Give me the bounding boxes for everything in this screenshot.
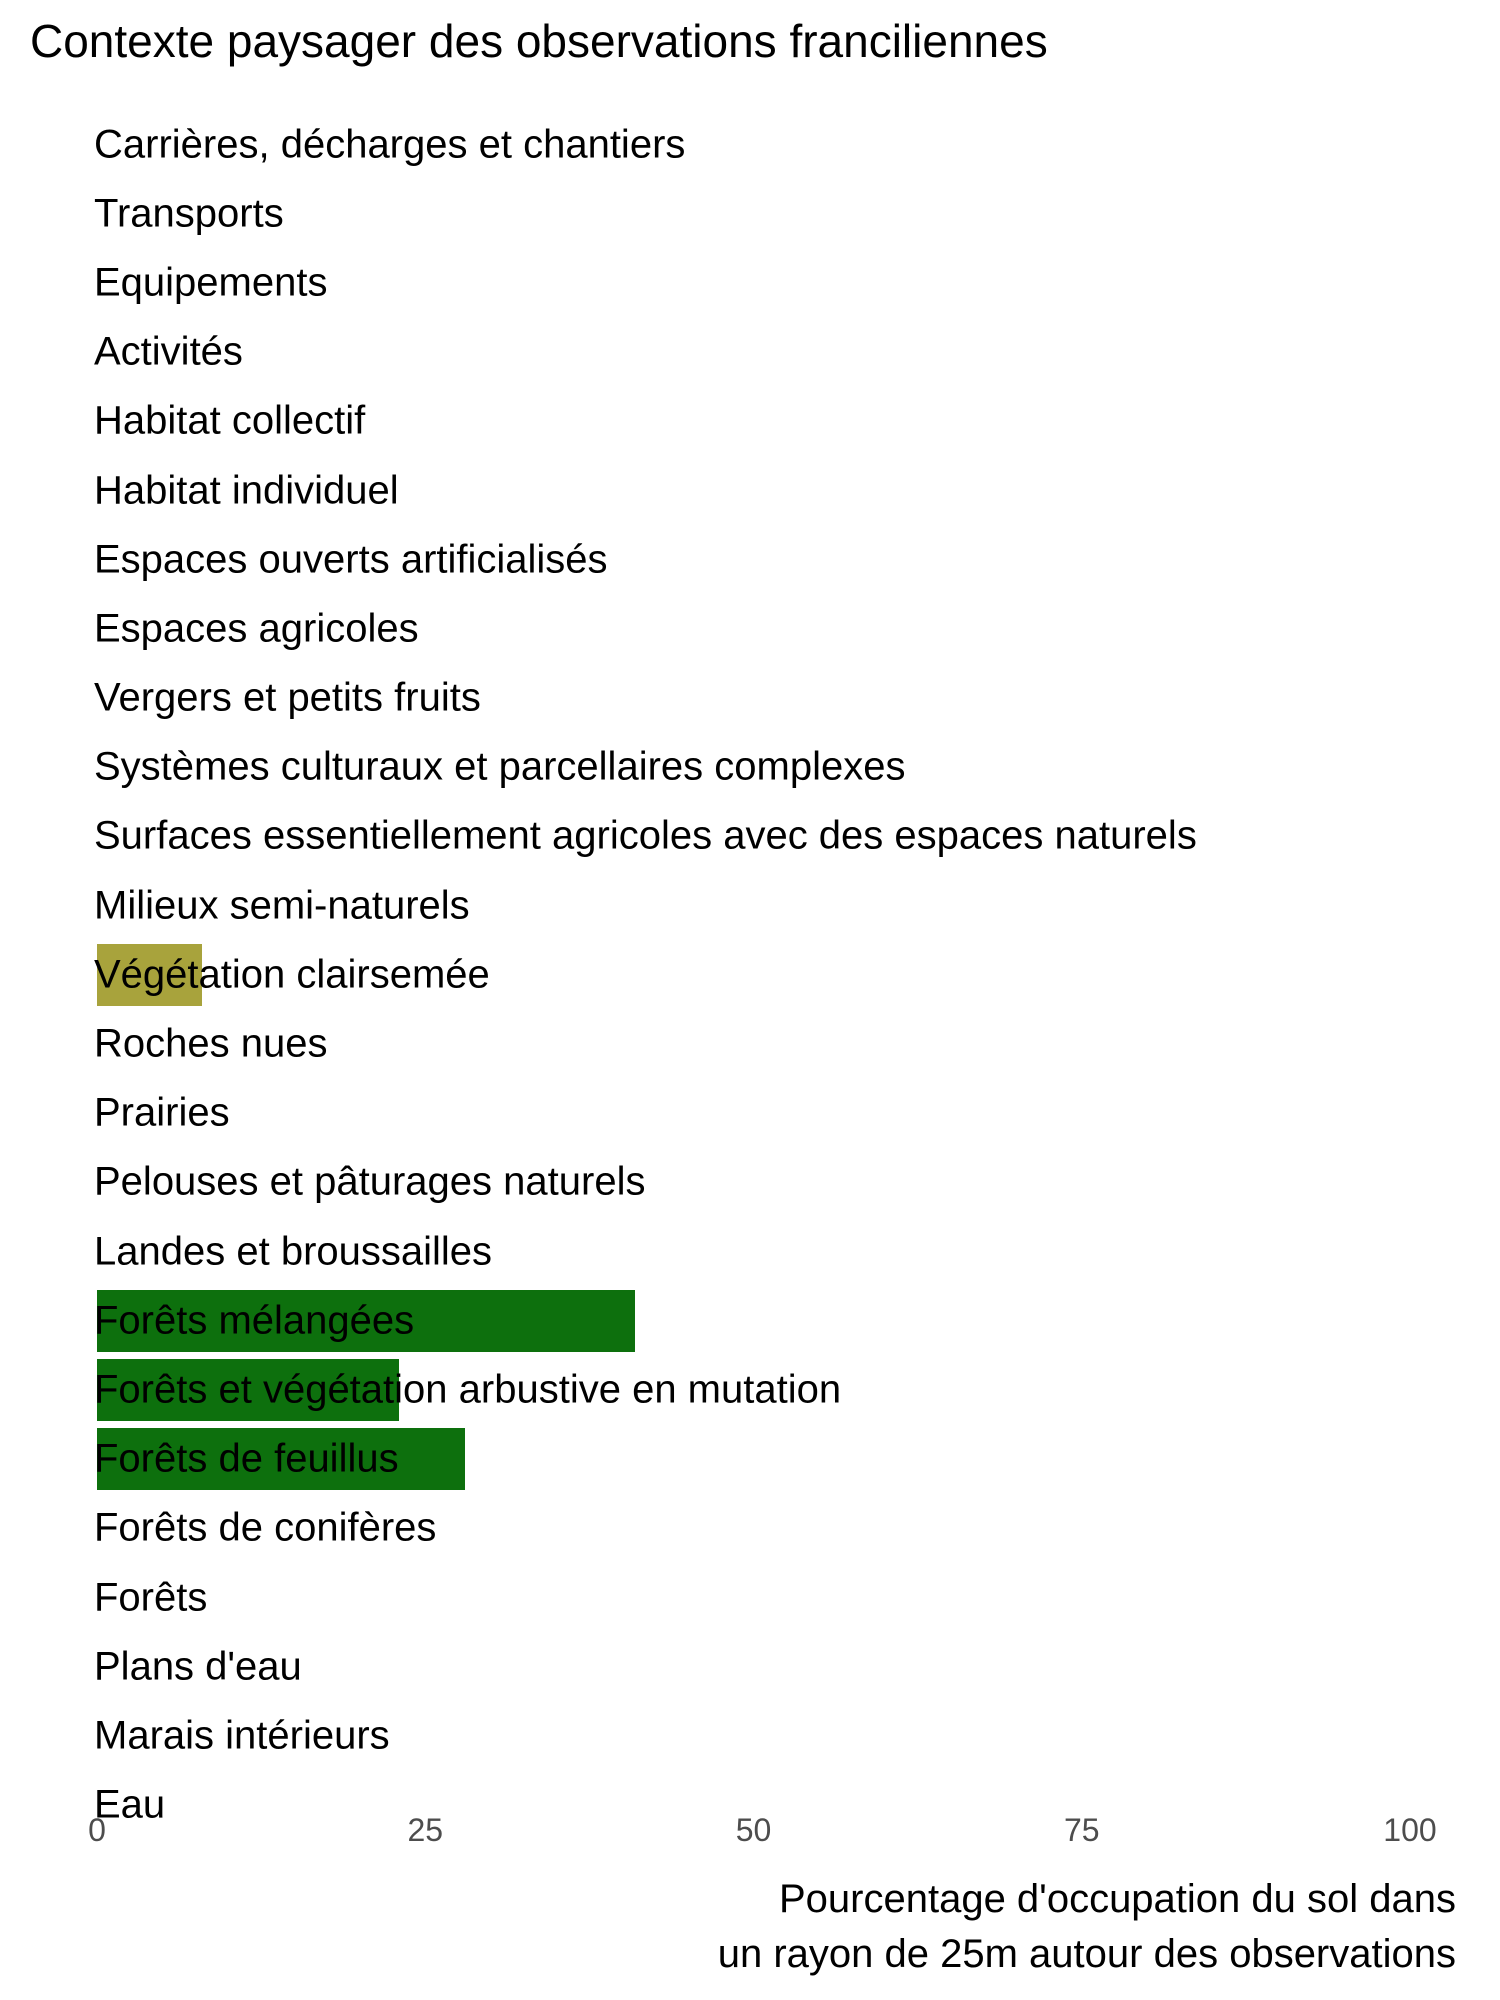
category-label: Forêts et végétation arbustive en mutati… [94,1367,842,1412]
category-label: Espaces ouverts artificialisés [94,537,608,582]
category-label: Forêts [94,1575,208,1620]
x-axis: 0 25 50 75 100 [0,1812,1500,1862]
chart-row: Forêts de conifères [0,1494,1500,1563]
bar [97,1289,636,1352]
bar [97,943,203,1006]
category-label: Espaces agricoles [94,606,419,651]
category-label: Carrières, décharges et chantiers [94,122,686,167]
category-label: Equipements [94,260,328,305]
category-label: Eau [94,1782,166,1827]
bar [97,1428,465,1491]
chart-row: Espaces agricoles [0,594,1500,663]
chart-row: Habitat collectif [0,387,1500,456]
category-label: Milieux semi-naturels [94,883,470,928]
category-label: Forêts de feuillus [94,1436,399,1481]
chart-row: Espaces ouverts artificialisés [0,525,1500,594]
chart-row: Surfaces essentiellement agricoles avec … [0,802,1500,871]
category-label: Surfaces essentiellement agricoles avec … [94,813,1197,858]
category-label: Landes et broussailles [94,1229,493,1274]
category-label: Marais intérieurs [94,1713,390,1758]
chart-row: Transports [0,179,1500,248]
chart-row: Milieux semi-naturels [0,871,1500,940]
category-label: Plans d'eau [94,1644,302,1689]
chart-row: Equipements [0,248,1500,317]
chart-row: Systèmes culturaux et parcellaires compl… [0,733,1500,802]
bar [97,1358,399,1421]
x-tick-label: 0 [88,1812,106,1848]
x-axis-title-line1: Pourcentage d'occupation du sol dans [778,1877,1456,1921]
chart-row: Forêts de feuillus [0,1425,1500,1494]
category-label: Prairies [94,1090,230,1135]
chart-row: Forêts mélangées [0,1286,1500,1355]
x-tick-label: 25 [407,1812,444,1848]
chart-row: Eau [0,1771,1500,1840]
chart-row: Carrières, décharges et chantiers [0,110,1500,179]
chart-row: Prairies [0,1079,1500,1148]
chart-row: Roches nues [0,1009,1500,1078]
chart-row: Activités [0,318,1500,387]
chart-row: Forêts et végétation arbustive en mutati… [0,1355,1500,1424]
plot-area: Carrières, décharges et chantiers Transp… [0,110,1500,1840]
category-label: Forêts de conifères [94,1505,437,1550]
category-label: Roches nues [94,1021,328,1066]
chart-row: Vergers et petits fruits [0,664,1500,733]
category-label: Pelouses et pâturages naturels [94,1159,646,1204]
category-label: Vergers et petits fruits [94,675,481,720]
chart-title: Contexte paysager des observations franc… [30,15,1048,67]
chart-row: Végétation clairsemée [0,940,1500,1009]
category-label: Systèmes culturaux et parcellaires compl… [94,744,906,789]
chart-row: Habitat individuel [0,456,1500,525]
category-label: Habitat collectif [94,398,366,443]
chart-row: Landes et broussailles [0,1217,1500,1286]
chart-row: Plans d'eau [0,1632,1500,1701]
chart-row: Marais intérieurs [0,1701,1500,1770]
chart-row: Pelouses et pâturages naturels [0,1148,1500,1217]
category-label: Végétation clairsemée [94,952,490,997]
x-tick-label: 100 [1383,1812,1437,1848]
x-axis-title: Pourcentage d'occupation du sol dans un … [718,1872,1456,1982]
category-label: Habitat individuel [94,468,399,513]
chart-row: Forêts [0,1563,1500,1632]
category-label: Forêts mélangées [94,1298,415,1343]
category-label: Activités [94,329,243,374]
category-label: Transports [94,191,284,236]
x-tick-label: 50 [735,1812,772,1848]
x-axis-title-line2: un rayon de 25m autour des observations [717,1932,1456,1976]
x-tick-label: 75 [1063,1812,1100,1848]
